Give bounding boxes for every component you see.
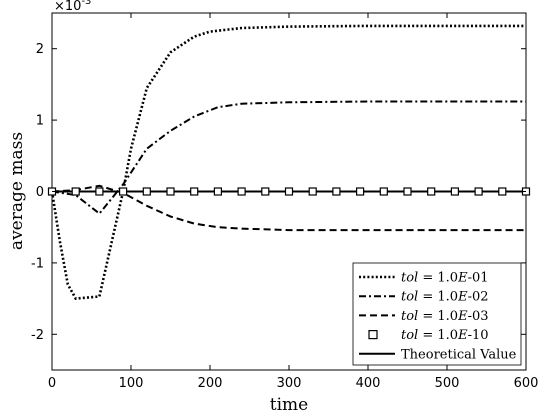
legend-label-part: -01 [468,271,489,286]
data-point [190,187,199,196]
y-tick-label: 1 [36,114,44,129]
series-3 [51,184,526,232]
x-tick-label: 400 [356,376,381,391]
series-line [51,100,526,215]
data-point [213,187,222,196]
legend-label-part: = 1.0 [418,290,458,305]
y-tick-label: -1 [31,256,44,271]
x-tick-label: 600 [514,376,539,391]
legend-label-part: tol [401,290,418,305]
legend-label: tol = 1.0E-02 [401,290,489,305]
legend-label-part: E [457,271,468,286]
legend-item: Theoretical Value [359,347,517,362]
y-tick-label: 2 [36,42,44,57]
legend-label-part: tol [401,271,418,286]
legend-label-part: tol [401,328,418,343]
x-tick-label: 500 [435,376,460,391]
data-point [284,187,294,196]
legend-label-part: E [457,328,468,343]
series-4 [47,187,531,196]
x-tick-label: 200 [198,376,223,391]
legend-label: Theoretical Value [401,347,517,362]
data-point [427,187,436,196]
y-tick-label: -2 [31,328,44,343]
series-1 [50,24,526,300]
data-point [261,187,270,196]
legend-label-part: = 1.0 [418,309,458,324]
y-axis-title: average mass [7,132,27,250]
data-point [379,187,388,196]
legend-item: tol = 1.0E-01 [359,271,489,286]
legend-label: tol = 1.0E-01 [401,271,489,286]
legend-label-part: -03 [468,309,489,324]
legend-label-part: E [457,290,468,305]
data-point [166,187,175,196]
legend-item: tol = 1.0E-03 [359,309,489,324]
x-tick-label: 0 [48,376,56,391]
legend-label-part: = 1.0 [418,328,458,343]
data-point [95,187,104,196]
data-point [356,187,365,196]
data-point [332,187,341,196]
series-2 [51,100,526,215]
legend-label-part: = 1.0 [418,271,458,286]
x-tick-label: 100 [119,376,144,391]
data-point [308,187,317,196]
x-axis-title: time [270,395,308,415]
x-tick-label: 300 [277,376,302,391]
y-multiplier-exponent: -3 [81,0,91,7]
legend-label-part: tol [401,309,418,324]
series-line [50,24,526,300]
data-point [498,187,507,196]
legend-item: tol = 1.0E-10 [368,328,489,343]
legend-marker [368,330,378,340]
y-tick-label: 0 [36,185,44,200]
legend-label-part: -02 [468,290,489,305]
legend-label: tol = 1.0E-03 [401,309,489,324]
legend-box [352,262,522,366]
legend-label: tol = 1.0E-10 [401,328,489,343]
legend-label-part: -10 [468,328,489,343]
legend-item: tol = 1.0E-02 [359,290,489,305]
data-point [118,187,128,196]
data-point [403,187,412,196]
data-point [142,187,151,196]
data-point [474,187,483,196]
data-point [71,187,80,196]
y-multiplier: ×10-3 [54,0,91,14]
series-layer [47,24,531,300]
legend-label-part: E [457,309,468,324]
series-line [51,184,526,232]
data-point [237,187,246,196]
y-multiplier-base: ×10 [54,0,81,14]
data-point [450,187,459,196]
